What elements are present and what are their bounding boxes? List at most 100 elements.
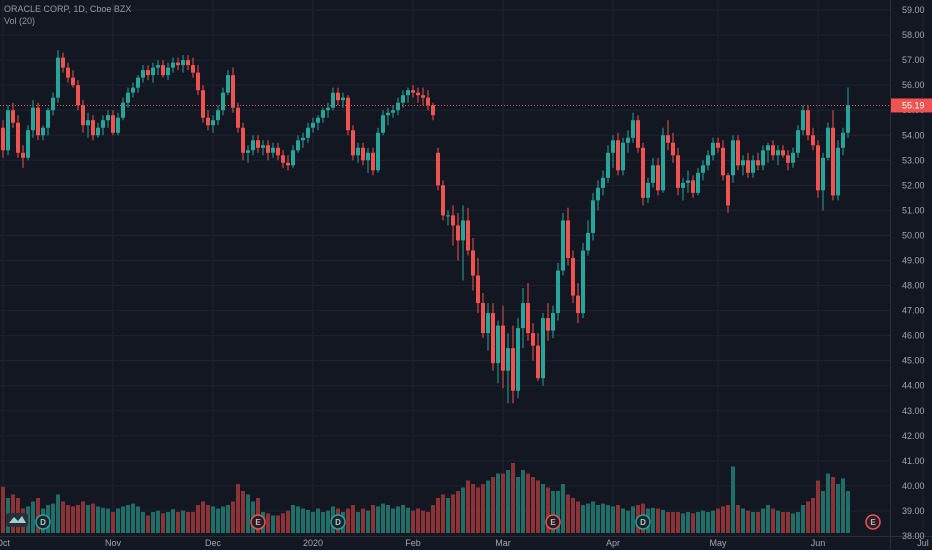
candle-body[interactable] [321,110,325,118]
candle-body[interactable] [356,147,360,156]
candle-body[interactable] [746,160,750,173]
candle-body[interactable] [726,175,730,206]
candle-body[interactable] [426,97,430,106]
candle-body[interactable] [496,325,500,364]
candle-body[interactable] [406,90,410,96]
candle-body[interactable] [326,107,330,111]
candle-body[interactable] [296,140,300,151]
candle-body[interactable] [346,97,350,131]
candle-body[interactable] [681,182,685,188]
candle-body[interactable] [21,152,25,158]
candle-body[interactable] [231,75,235,108]
candle-body[interactable] [666,135,670,143]
candle-body[interactable] [411,90,415,93]
candle-body[interactable] [131,87,135,93]
candle-body[interactable] [146,70,150,76]
candle-body[interactable] [266,145,270,153]
candle-body[interactable] [621,142,625,171]
dividend-event-marker[interactable] [35,514,51,530]
candle-body[interactable] [186,60,190,66]
candle-body[interactable] [311,122,315,128]
candle-body[interactable] [391,110,395,113]
candle-body[interactable] [141,70,145,78]
candle-body[interactable] [31,107,35,131]
candle-body[interactable] [581,250,585,314]
candle-body[interactable] [181,60,185,66]
candle-body[interactable] [561,220,565,271]
candle-body[interactable] [706,155,710,166]
candle-body[interactable] [221,92,225,111]
candle-body[interactable] [491,313,495,364]
candle-body[interactable] [6,110,10,151]
candle-body[interactable] [106,115,110,121]
candle-body[interactable] [396,102,400,111]
candle-body[interactable] [466,220,470,251]
candle-body[interactable] [306,127,310,138]
candle-body[interactable] [696,172,700,193]
candle-body[interactable] [716,142,720,148]
candle-body[interactable] [261,145,265,148]
candle-body[interactable] [91,120,95,136]
candle-body[interactable] [336,92,340,101]
candle-body[interactable] [196,72,200,91]
candle-body[interactable] [731,140,735,176]
candle-body[interactable] [206,117,210,126]
candle-body[interactable] [276,147,280,156]
candle-body[interactable] [176,62,180,66]
candle-body[interactable] [16,122,20,153]
candle-body[interactable] [536,345,540,379]
candle-body[interactable] [366,152,370,161]
candle-body[interactable] [846,105,850,133]
candle-body[interactable] [96,127,100,136]
candle-body[interactable] [836,147,840,196]
candle-body[interactable] [451,215,455,226]
candle-body[interactable] [611,140,615,153]
candle-body[interactable] [76,85,80,106]
candle-body[interactable] [656,165,660,191]
candle-body[interactable] [521,303,525,329]
candle-body[interactable] [641,147,645,198]
candle-body[interactable] [376,132,380,171]
candle-body[interactable] [416,92,420,96]
candle-body[interactable] [341,97,345,101]
candle-body[interactable] [316,117,320,123]
candle-body[interactable] [651,165,655,183]
candle-body[interactable] [26,130,30,158]
candle-body[interactable] [556,270,560,314]
candle-body[interactable] [766,145,770,151]
candle-body[interactable] [46,110,50,128]
candle-body[interactable] [601,177,605,188]
candle-body[interactable] [291,150,295,166]
candle-body[interactable] [1,127,5,151]
candle-body[interactable] [126,92,130,103]
candle-body[interactable] [821,157,825,191]
candle-body[interactable] [301,137,305,141]
candle-body[interactable] [381,115,385,133]
candle-body[interactable] [86,120,90,126]
earnings-event-marker[interactable] [545,514,561,530]
candle-body[interactable] [786,155,790,163]
candle-body[interactable] [566,220,570,258]
candle-body[interactable] [36,107,40,136]
candle-body[interactable] [711,142,715,156]
candle-body[interactable] [461,220,465,241]
candle-body[interactable] [446,215,450,217]
candle-body[interactable] [281,155,285,163]
candle-body[interactable] [691,180,695,193]
candle-body[interactable] [486,313,490,334]
candle-body[interactable] [51,97,55,111]
candle-body[interactable] [736,140,740,166]
candle-body[interactable] [286,162,290,166]
candle-body[interactable] [506,348,510,371]
candle-body[interactable] [351,130,355,156]
candle-body[interactable] [591,200,595,233]
earnings-event-marker[interactable] [250,514,266,530]
candle-body[interactable] [271,147,275,153]
candle-body[interactable] [671,142,675,156]
candle-body[interactable] [751,160,755,173]
candle-body[interactable] [191,65,195,73]
candle-body[interactable] [551,313,555,331]
candle-body[interactable] [501,325,505,371]
candle-body[interactable] [546,318,550,331]
candle-body[interactable] [421,95,425,98]
